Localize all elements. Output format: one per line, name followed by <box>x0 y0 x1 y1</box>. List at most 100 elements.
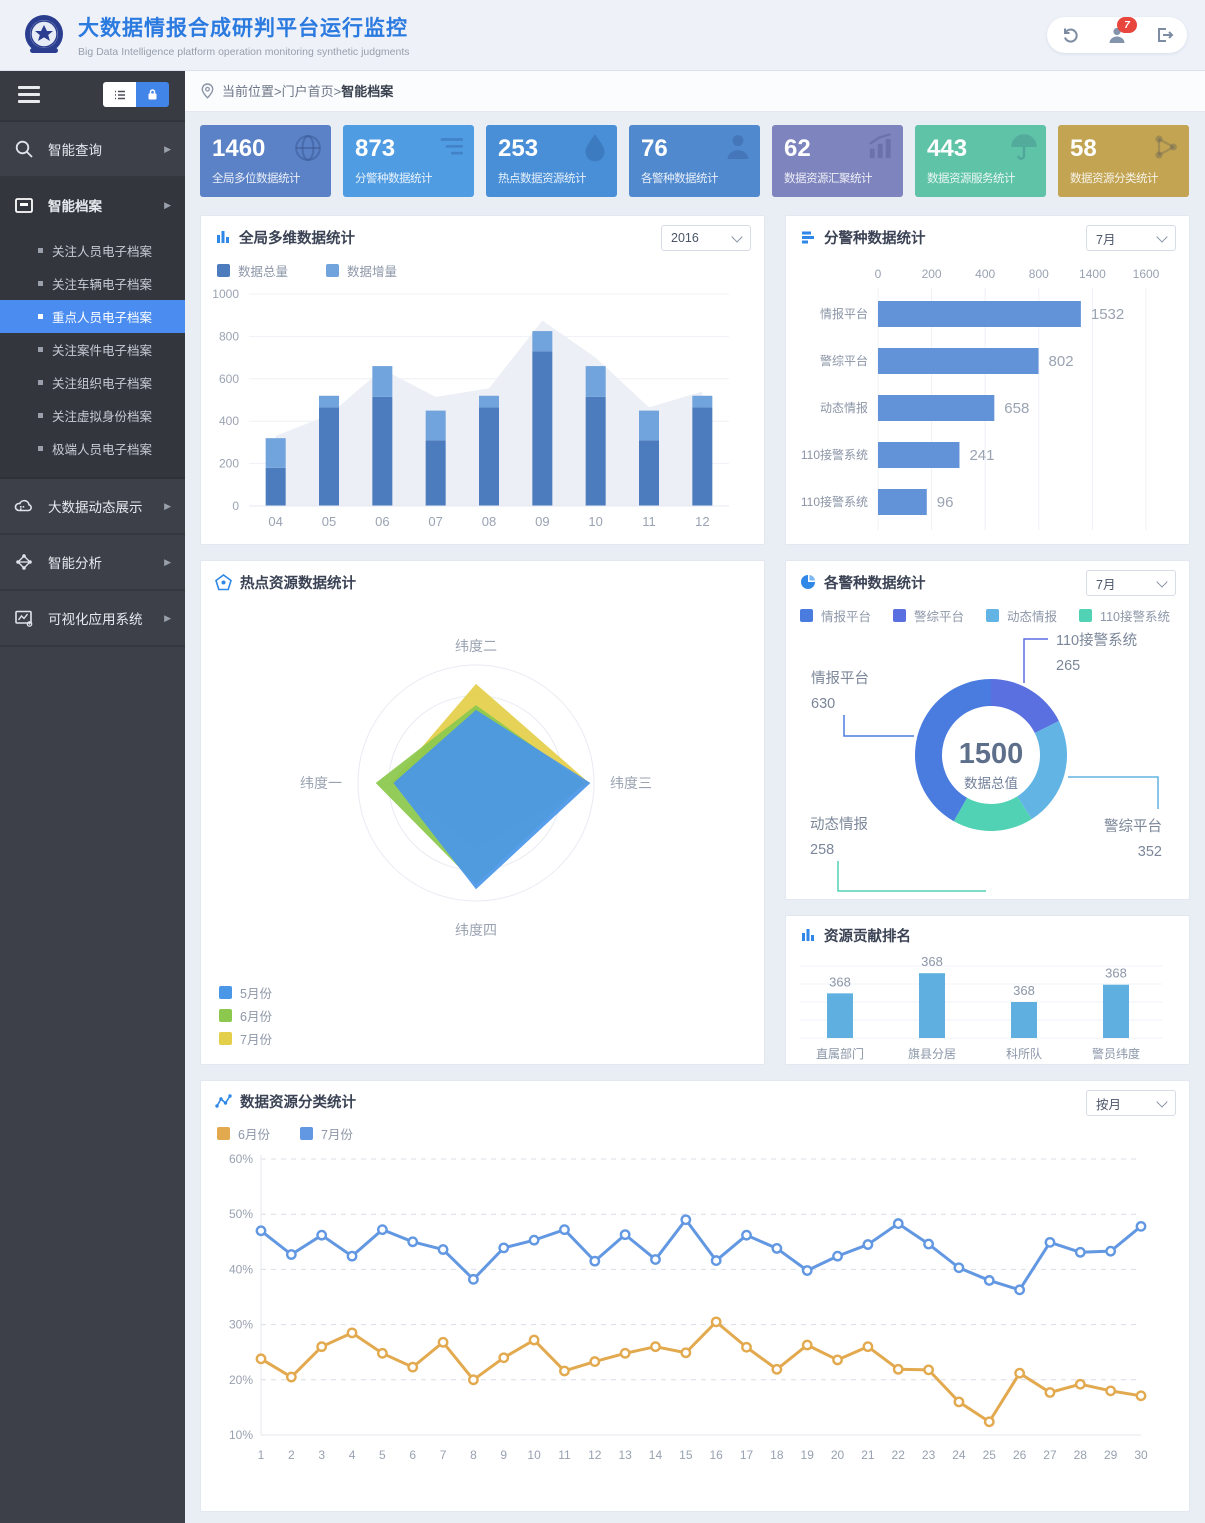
cloud-icon <box>14 499 32 512</box>
data-point <box>285 1249 297 1260</box>
chart-text: 5 <box>379 1448 386 1462</box>
sidebar-subitem-2-selected[interactable]: 重点人员电子档案 <box>0 300 185 333</box>
undo-icon[interactable] <box>1058 23 1082 47</box>
chart-text: 20 <box>831 1448 845 1462</box>
legend-item-july[interactable]: 7月份 <box>299 1124 353 1143</box>
chart-text: 368 <box>829 974 851 989</box>
sidebar-item-smart-archive[interactable]: 智能档案 ▶ <box>0 178 185 232</box>
legend-item[interactable]: 动态情报 <box>986 606 1057 625</box>
chart-text: 10% <box>229 1428 253 1442</box>
bullet-icon <box>38 314 43 319</box>
data-point <box>650 1341 661 1353</box>
sidebar-subitem-6[interactable]: 极端人员电子档案 <box>0 432 185 465</box>
legend-item-increment[interactable]: 数据增量 <box>326 261 397 280</box>
chart-text: 12 <box>588 1448 602 1462</box>
sidebar-subitem-3[interactable]: 关注案件电子档案 <box>0 333 185 366</box>
sidebar-subitem-1[interactable]: 关注车辆电子档案 <box>0 267 185 300</box>
sidebar-item-bigdata-display[interactable]: 大数据动态展示 ▶ <box>0 479 185 535</box>
chart-text: 26 <box>1013 1448 1027 1462</box>
ranking-bar-chart: 368 直属部门 368 旗县分居 368 科所队 368 警员纬度 <box>800 954 1162 1061</box>
chart-text: 情报平台 <box>811 670 869 687</box>
data-point <box>650 1254 661 1265</box>
data-point <box>559 1365 570 1377</box>
callout-line <box>837 861 986 892</box>
stat-card-service[interactable]: 443 数据资源服务统计 <box>915 125 1046 197</box>
chart-text: 27 <box>1043 1448 1057 1462</box>
chart-text: 07 <box>428 514 442 529</box>
legend-item[interactable]: 警综平台 <box>893 606 964 625</box>
chart-icon <box>869 133 891 159</box>
sidebar-subitem-5[interactable]: 关注虚拟身份档案 <box>0 399 185 432</box>
user-icon[interactable]: 7 <box>1105 17 1137 47</box>
pentagon-icon <box>215 573 232 590</box>
chart-text: 9 <box>500 1448 507 1462</box>
chevron-down-icon <box>1156 1095 1168 1108</box>
lock-toggle[interactable] <box>136 82 169 107</box>
stat-card-aggregation[interactable]: 62 数据资源汇聚统计 <box>772 125 903 197</box>
sidebar-subitem-label: 极端人员电子档案 <box>52 443 153 457</box>
legend-label: 警综平台 <box>914 609 965 624</box>
sidebar-group-smart-archive: 智能档案 ▶ 关注人员电子档案 关注车辆电子档案 重点人员电子档案 关注案件电子… <box>0 178 185 479</box>
bar <box>878 489 927 515</box>
stat-label: 数据资源服务统计 <box>927 173 1016 185</box>
chart-text: 13 <box>618 1448 632 1462</box>
period-select[interactable]: 按月 <box>1086 1090 1176 1116</box>
data-point <box>1074 1246 1086 1258</box>
sidebar-item-smart-query[interactable]: 智能查询 ▶ <box>0 122 185 178</box>
bar-total <box>425 440 446 506</box>
legend-label: 7月份 <box>240 1033 272 1047</box>
bar-total <box>585 396 606 506</box>
chart-text: 警员纬度 <box>1092 1046 1140 1061</box>
legend-item-total[interactable]: 数据总量 <box>217 261 288 280</box>
year-select[interactable]: 2016 <box>661 225 751 251</box>
stat-card-global[interactable]: 1460 全局多位数据统计 <box>200 125 331 197</box>
breadcrumb-path[interactable]: 当前位置>门户首页> <box>222 84 342 99</box>
data-point <box>619 1229 631 1241</box>
archive-icon <box>15 198 33 213</box>
legend: 数据总量 数据增量 <box>201 258 764 282</box>
chart-text: 1400 <box>1079 267 1106 281</box>
stat-card-each-police[interactable]: 76 各警种数据统计 <box>629 125 760 197</box>
legend-item[interactable]: 110接警系统 <box>1079 606 1170 625</box>
menu-toggle-icon[interactable] <box>18 86 40 107</box>
radar-ring <box>357 664 595 902</box>
stat-card-classification[interactable]: 58 数据资源分类统计 <box>1058 125 1189 197</box>
data-point <box>923 1364 934 1376</box>
data-point <box>255 1353 267 1365</box>
legend-item[interactable]: 情报平台 <box>800 606 871 625</box>
chart-text: 05 <box>322 514 336 529</box>
data-point <box>528 1334 540 1346</box>
stat-card-police-type[interactable]: 873 分警种数据统计 <box>343 125 474 197</box>
chart-text: 2 <box>288 1448 295 1462</box>
panel-title: 各警种数据统计 <box>824 575 926 592</box>
month-select[interactable]: 7月 <box>1086 570 1176 596</box>
legend-chip <box>1079 608 1093 622</box>
legend-item-may[interactable]: 5月份 <box>219 981 272 1004</box>
bar-increment <box>425 410 446 441</box>
stat-card-hotspot[interactable]: 253 热点数据资源统计 <box>486 125 617 197</box>
legend-chip <box>219 986 232 999</box>
sidebar-subitem-label: 关注人员电子档案 <box>52 245 153 259</box>
sidebar-item-visualization[interactable]: 可视化应用系统 ▶ <box>0 591 185 647</box>
bullet-icon <box>38 446 43 451</box>
stat-label: 热点数据资源统计 <box>498 173 587 185</box>
logout-icon[interactable] <box>1152 23 1176 47</box>
chart-text: 28 <box>1074 1448 1088 1462</box>
stat-value: 253 <box>498 135 539 162</box>
legend-item-june[interactable]: 6月份 <box>217 1124 270 1143</box>
chevron-right-icon: ▶ <box>164 500 171 511</box>
legend-item-june[interactable]: 6月份 <box>219 1004 272 1027</box>
bar-increment <box>372 366 393 397</box>
data-point <box>741 1229 752 1241</box>
sidebar-mode-toggle <box>103 82 169 107</box>
sidebar-item-smart-analysis[interactable]: 智能分析 ▶ <box>0 535 185 591</box>
sidebar-subitem-0[interactable]: 关注人员电子档案 <box>0 234 185 267</box>
analysis-icon <box>16 554 32 570</box>
list-view-toggle[interactable] <box>103 82 136 107</box>
legend-item-july[interactable]: 7月份 <box>219 1027 272 1050</box>
sidebar-item-label: 大数据动态展示 <box>48 500 143 515</box>
data-point <box>407 1361 419 1373</box>
sidebar-subitem-4[interactable]: 关注组织电子档案 <box>0 366 185 399</box>
month-select[interactable]: 7月 <box>1086 225 1176 251</box>
